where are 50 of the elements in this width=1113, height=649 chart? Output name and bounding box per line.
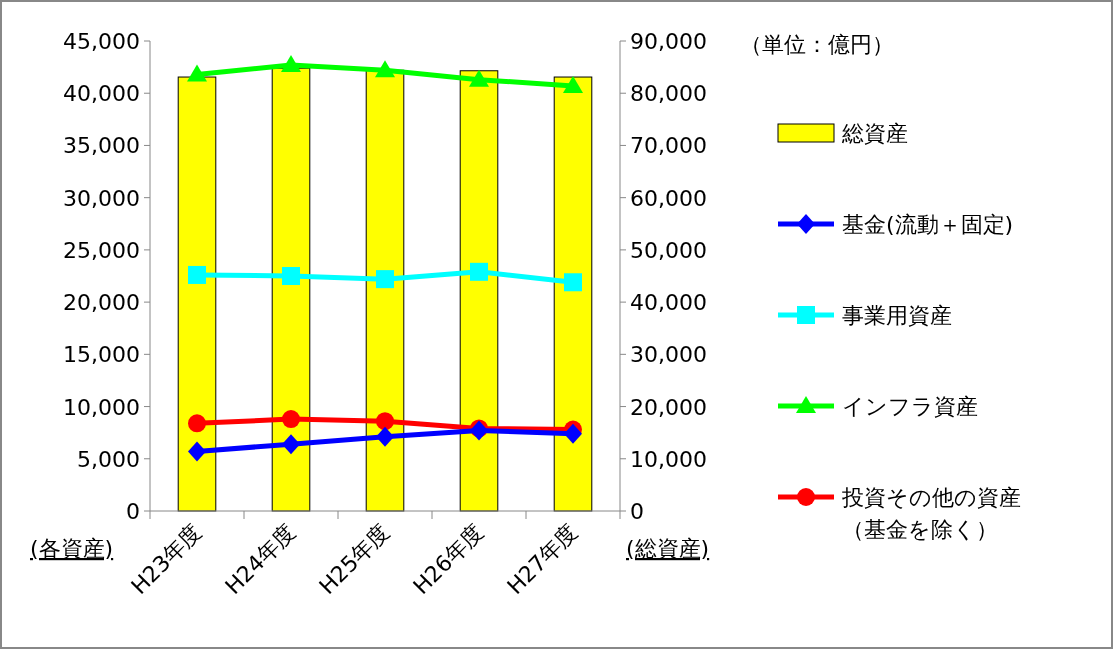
text: （単位：億円） <box>740 32 894 57</box>
y2-tick-label: 70,000 <box>630 133 707 159</box>
y2-tick-label: 30,000 <box>630 342 707 368</box>
point <box>564 273 582 292</box>
y2-tick-label: 60,000 <box>630 185 707 211</box>
point <box>282 410 300 429</box>
point <box>376 412 394 431</box>
point <box>564 423 582 444</box>
point <box>282 434 300 455</box>
y2-tick-label: 10,000 <box>630 446 707 472</box>
y-tick-label: 35,000 <box>63 133 140 159</box>
point <box>470 262 488 281</box>
y-tick-label: 5,000 <box>77 446 140 472</box>
bar <box>365 69 405 512</box>
point <box>188 441 206 462</box>
bar <box>459 70 499 512</box>
y-tick-label: 40,000 <box>63 81 140 107</box>
point <box>376 270 394 289</box>
point <box>188 414 206 433</box>
y-tick-label: 30,000 <box>63 185 140 211</box>
y2-tick-label: 80,000 <box>630 81 707 107</box>
bar <box>271 67 311 512</box>
y-tick-label: 0 <box>126 499 140 524</box>
y-tick-label: 45,000 <box>63 29 140 54</box>
y2-tick-label: 40,000 <box>630 290 707 316</box>
y2-tick-label: 50,000 <box>630 237 707 263</box>
point <box>563 75 583 93</box>
point <box>281 55 301 73</box>
bar <box>177 76 217 512</box>
legend-label: 投資その他の資産（基金を除く） <box>841 485 1021 542</box>
point <box>375 60 395 78</box>
point <box>469 69 489 87</box>
y2-axis-title: (総資産) <box>626 536 710 561</box>
legend-label: 総資産 <box>841 121 908 146</box>
point <box>376 426 394 447</box>
point <box>282 267 300 285</box>
bar <box>553 76 593 512</box>
y-tick-label: 10,000 <box>63 394 140 420</box>
y2-tick-label: 90,000 <box>630 29 707 54</box>
legend-label: 基金(流動＋固定) <box>842 212 1014 237</box>
point <box>187 64 207 82</box>
y2-tick-label: 0 <box>630 499 644 524</box>
y-tick-label: 25,000 <box>63 237 140 263</box>
y-tick-label: 20,000 <box>63 290 140 316</box>
y-tick-label: 15,000 <box>63 342 140 368</box>
y-axis-title: (各資産) <box>30 536 114 561</box>
legend-label: インフラ資産 <box>842 394 978 419</box>
y2-tick-label: 20,000 <box>630 394 707 420</box>
point <box>188 265 206 284</box>
legend-label: 事業用資産 <box>842 303 952 328</box>
